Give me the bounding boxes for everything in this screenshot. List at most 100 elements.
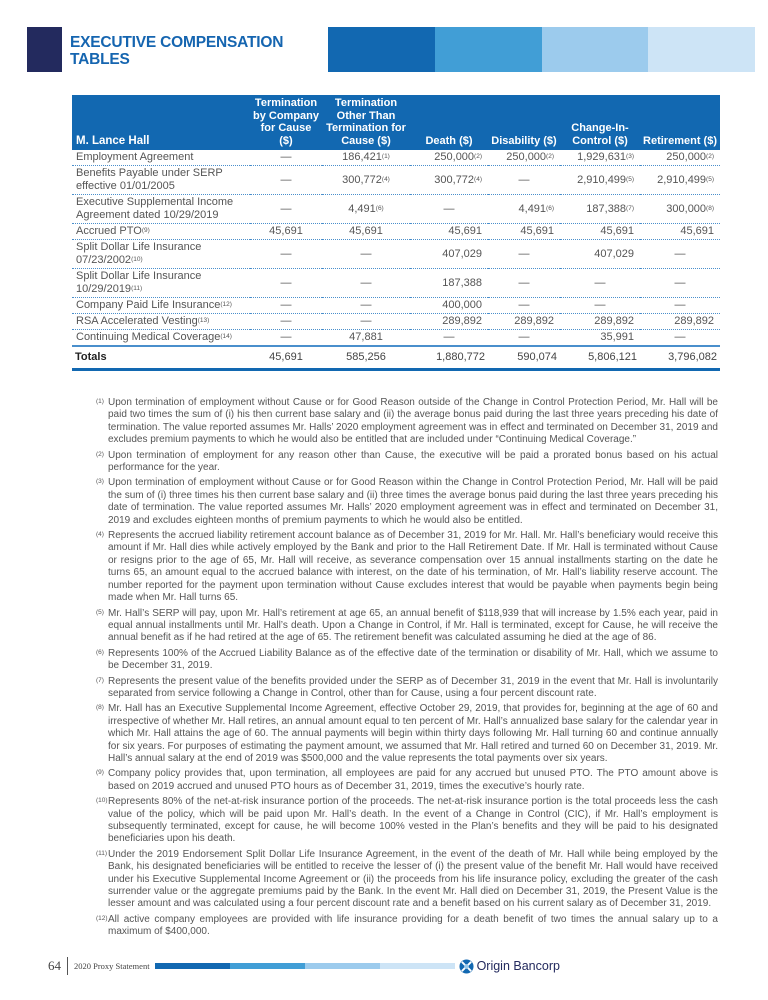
table-cell: — [410, 194, 488, 224]
table-cell: 300,772(4) [322, 165, 410, 195]
row-label-text: Continuing Medical Coverage [76, 331, 221, 343]
cell-value: — [518, 247, 530, 260]
table-cell: 250,000(2) [410, 150, 488, 166]
table-cell: — [488, 329, 560, 347]
cell-value: — [280, 247, 292, 260]
footnote: (11) Under the 2019 Endorsement Split Dol… [96, 849, 718, 911]
table-row: RSA Accelerated Vesting(13) — — 289,892 289,… [72, 313, 720, 330]
footnote: (3) Upon termination of employment withou… [96, 477, 718, 527]
cell-value: — [280, 299, 292, 311]
table-row: Company Paid Life Insurance(12) — — 400,000… [72, 297, 720, 314]
table-row: Continuing Medical Coverage(14) — 47,881 — —… [72, 329, 720, 347]
table-cell: — [410, 329, 488, 347]
row-label-text: Employment Agreement [76, 151, 194, 163]
row-label: Executive Supplemental Income Agreement … [72, 194, 250, 224]
row-label-text: Company Paid Life Insurance [76, 299, 221, 311]
cell-value: 45,691 [600, 225, 634, 237]
table-row: Accrued PTO(9) 45,691 45,691 45,691 45,691 45… [72, 223, 720, 240]
cell-value: — [280, 202, 292, 215]
color-bar [648, 27, 755, 72]
row-label: Employment Agreement [72, 150, 250, 166]
total-value: 3,796,082 [640, 345, 720, 371]
cell-value: — [280, 331, 292, 343]
page-number: 64 [48, 958, 61, 973]
table-cell: 45,691 [640, 223, 720, 240]
column-header: Termination Other Than Termination for C… [322, 95, 410, 150]
cell-value: — [674, 247, 686, 260]
footnote-number: (3) [96, 478, 104, 486]
table-cell: 45,691 [410, 223, 488, 240]
table-cell: — [560, 297, 640, 314]
row-label-text: Executive Supplemental Income Agreement … [76, 196, 234, 221]
cell-value: — [280, 315, 292, 327]
publication-name: 2020 Proxy Statement [74, 961, 150, 971]
table-cell: 407,029 [410, 239, 488, 269]
footnote: (2) Upon termination of employment for an… [96, 450, 718, 475]
row-label-text: Split Dollar Life Insurance 07/23/2002 [76, 241, 202, 266]
footnote-ref: (1) [381, 153, 390, 160]
footnote-ref: (5) [706, 175, 714, 183]
footnote-text: Mr. Hall has an Executive Supplemental I… [108, 703, 718, 764]
footnote-ref: (4) [474, 175, 482, 183]
cell-value: 300,000 [666, 202, 707, 215]
cell-value: — [594, 299, 606, 311]
row-label-text: Split Dollar Life Insurance 10/29/2019 [76, 270, 202, 295]
footnote: (6) Represents 100% of the Accrued Liabil… [96, 648, 718, 673]
row-label: Company Paid Life Insurance(12) [72, 297, 250, 314]
cell-value: 45,691 [349, 225, 383, 237]
row-label: Continuing Medical Coverage(14) [72, 329, 250, 347]
column-header: Change-In-Control ($) [560, 95, 640, 150]
cell-value: 47,881 [349, 331, 383, 343]
footnote-number: (11) [96, 849, 108, 857]
table-cell: — [322, 239, 410, 269]
table-cell: 187,388 [410, 268, 488, 298]
table-cell: 400,000 [410, 297, 488, 314]
cell-value: 289,892 [442, 315, 482, 327]
footnote-number: (7) [96, 676, 104, 684]
footnote-ref: (11) [131, 285, 143, 292]
table-cell: — [250, 239, 322, 269]
cell-value: — [443, 331, 455, 343]
footnote-ref: (4) [381, 175, 390, 183]
table-cell: 186,421(1) [322, 150, 410, 166]
table-cell: — [322, 268, 410, 298]
table-cell: 250,000(2) [488, 150, 560, 166]
table-cell: — [250, 268, 322, 298]
title-line-1: EXECUTIVE COMPENSATION [70, 34, 284, 51]
footnote-text: Mr. Hall’s SERP will pay, upon Mr. Hall’… [108, 607, 718, 644]
row-label-text: RSA Accelerated Vesting [76, 315, 198, 327]
table-row: Split Dollar Life Insurance 10/29/2019(1… [72, 268, 720, 298]
row-label: RSA Accelerated Vesting(13) [72, 313, 250, 330]
footnote-ref: (7) [626, 204, 634, 212]
cell-value: 289,892 [594, 315, 634, 327]
table-cell: — [488, 239, 560, 269]
table-cell: — [250, 194, 322, 224]
cell-value: 407,029 [442, 247, 482, 260]
footnote-text: Company policy provides that, upon termi… [108, 768, 718, 792]
cell-value: — [518, 299, 530, 311]
table-cell: — [250, 297, 322, 314]
table-cell: 2,910,499(5) [560, 165, 640, 195]
cell-value: — [518, 331, 530, 343]
cell-value: 400,000 [442, 299, 482, 311]
table-cell: 45,691 [250, 223, 322, 240]
row-label: Accrued PTO(9) [72, 223, 250, 240]
table-cell: 35,991 [560, 329, 640, 347]
table-cell: — [640, 329, 720, 347]
row-label: Split Dollar Life Insurance 07/23/2002(1… [72, 239, 250, 269]
color-bar [541, 27, 649, 72]
cell-value: — [360, 299, 372, 311]
footnote-number: (5) [96, 608, 104, 616]
footnote-number: (8) [96, 704, 104, 712]
cell-value: — [280, 151, 292, 163]
cell-value: 45,691 [520, 225, 554, 237]
table-cell: 407,029 [560, 239, 640, 269]
footnote-ref: (6) [546, 204, 554, 212]
cell-value: 300,772 [342, 173, 382, 186]
cell-value: 2,910,499 [657, 173, 707, 186]
cell-value: — [518, 276, 530, 289]
cell-value: 45,691 [680, 225, 714, 237]
row-label-text: Accrued PTO [76, 225, 142, 237]
table-cell: — [488, 268, 560, 298]
header-square [27, 27, 62, 72]
